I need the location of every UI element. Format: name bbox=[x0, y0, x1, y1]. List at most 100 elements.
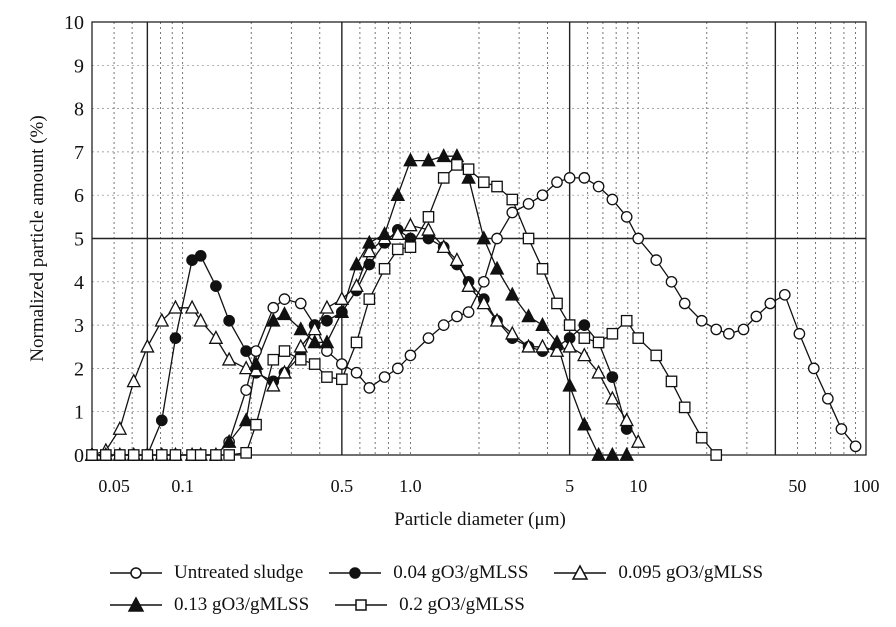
data-point-series-3 bbox=[436, 239, 451, 254]
data-point-series-4 bbox=[334, 304, 350, 318]
legend-item-0-04: 0.04 gO3/gMLSS bbox=[327, 562, 528, 584]
legend-row-1: Untreated sludge 0.04 gO3/gMLSS 0.095 gO… bbox=[108, 559, 787, 587]
open-circle-icon bbox=[110, 567, 162, 579]
data-point-series-4 bbox=[521, 308, 536, 323]
filled-circle-icon bbox=[329, 567, 382, 579]
data-point-series-4 bbox=[476, 230, 492, 245]
data-point-series-3 bbox=[208, 329, 224, 344]
y-tick-label: 8 bbox=[74, 99, 84, 121]
data-point-series-3 bbox=[421, 221, 436, 236]
data-point-series-5 bbox=[563, 319, 576, 331]
data-point-series-4 bbox=[605, 446, 620, 461]
data-point-series-5 bbox=[522, 232, 535, 245]
data-point-series-3 bbox=[476, 295, 492, 310]
y-tick-label: 1 bbox=[74, 402, 84, 424]
data-point-series-4 bbox=[562, 377, 577, 392]
data-point-series-5 bbox=[294, 353, 307, 366]
data-point-series-5 bbox=[551, 297, 563, 310]
data-point-series-5 bbox=[86, 449, 98, 461]
data-point-series-1 bbox=[437, 319, 450, 331]
chart-svg: 0 1 2 3 4 5 6 7 8 9 10 0.05 0.1 0.5 1.0 5 10 50 100 Particl… bbox=[27, 12, 880, 530]
data-point-series-2 bbox=[606, 371, 619, 383]
legend-label: 0.095 gO3/gMLSS bbox=[618, 562, 764, 583]
data-point-series-4 bbox=[293, 321, 309, 336]
data-point-series-1 bbox=[551, 176, 563, 189]
data-point-series-4 bbox=[362, 234, 377, 249]
data-point-series-4 bbox=[266, 312, 281, 327]
data-point-series-1 bbox=[592, 180, 605, 193]
data-point-series-1 bbox=[723, 327, 735, 340]
data-point-series-4 bbox=[549, 334, 565, 349]
data-point-series-3 bbox=[577, 347, 592, 362]
data-point-series-4 bbox=[489, 260, 505, 275]
data-point-series-5 bbox=[578, 332, 591, 344]
data-point-series-1 bbox=[363, 382, 376, 394]
y-tick-label: 2 bbox=[74, 358, 84, 380]
data-point-series-3 bbox=[277, 364, 292, 379]
data-point-series-4 bbox=[421, 152, 436, 167]
x-tick-label: 1.0 bbox=[399, 476, 422, 496]
legend-item-0-2: 0.2 gO3/gMLSS bbox=[333, 594, 525, 616]
data-point-series-5 bbox=[378, 262, 391, 275]
data-point-series-5 bbox=[308, 358, 321, 370]
data-point-series-5 bbox=[404, 241, 417, 254]
data-point-series-3 bbox=[154, 312, 170, 327]
data-point-series-3 bbox=[449, 252, 465, 267]
open-triangle-icon bbox=[554, 564, 607, 580]
y-tick-label: 5 bbox=[74, 229, 84, 251]
data-point-series-1 bbox=[451, 310, 463, 323]
y-tick-label: 9 bbox=[74, 55, 84, 77]
y-axis-label: Normalized particle amount (%) bbox=[27, 115, 48, 361]
data-point-series-5 bbox=[451, 159, 463, 171]
data-point-series-5 bbox=[99, 449, 112, 461]
data-point-series-5 bbox=[606, 327, 619, 340]
x-tick-label: 10 bbox=[629, 476, 647, 496]
data-point-series-5 bbox=[620, 314, 633, 327]
data-point-series-3 bbox=[549, 342, 565, 357]
data-point-series-1 bbox=[477, 275, 490, 288]
data-point-series-3 bbox=[221, 351, 237, 366]
data-point-series-5 bbox=[321, 371, 333, 383]
data-point-series-2 bbox=[223, 314, 235, 327]
data-point-series-5 bbox=[127, 449, 140, 461]
data-point-series-1 bbox=[350, 366, 363, 379]
data-point-series-3 bbox=[521, 338, 536, 353]
data-point-series-1 bbox=[620, 211, 633, 223]
data-point-series-1 bbox=[267, 301, 280, 314]
data-point-series-3 bbox=[140, 338, 155, 353]
data-point-series-1 bbox=[240, 384, 252, 396]
data-point-series-5 bbox=[113, 449, 126, 461]
data-point-series-5 bbox=[336, 373, 348, 386]
legend-label: 0.2 gO3/gMLSS bbox=[399, 594, 525, 615]
y-tick-label: 6 bbox=[74, 185, 84, 207]
data-point-series-5 bbox=[422, 210, 435, 223]
data-point-series-5 bbox=[350, 336, 363, 349]
data-point-series-1 bbox=[404, 349, 417, 362]
data-point-series-1 bbox=[294, 297, 307, 310]
data-point-series-1 bbox=[807, 362, 820, 375]
data-point-series-5 bbox=[169, 449, 182, 461]
data-point-series-2 bbox=[321, 314, 333, 327]
data-point-series-3 bbox=[126, 373, 142, 388]
data-point-series-1 bbox=[650, 254, 663, 266]
data-point-series-3 bbox=[461, 278, 476, 292]
legend-item-0-095: 0.095 gO3/gMLSS bbox=[552, 562, 763, 584]
data-point-series-5 bbox=[506, 193, 519, 206]
data-point-series-5 bbox=[437, 172, 450, 184]
data-point-series-2 bbox=[169, 332, 182, 344]
data-point-series-1 bbox=[522, 198, 535, 210]
legend-item-0-13: 0.13 gO3/gMLSS bbox=[108, 594, 309, 616]
data-point-series-3 bbox=[362, 243, 377, 258]
legend: Untreated sludge 0.04 gO3/gMLSS 0.095 gO… bbox=[0, 555, 896, 625]
legend-row-2: 0.13 gO3/gMLSS 0.2 gO3/gMLSS bbox=[108, 591, 549, 619]
y-tick-label: 7 bbox=[74, 142, 84, 164]
x-tick-label: 5 bbox=[565, 476, 574, 496]
data-point-series-4 bbox=[619, 446, 634, 461]
data-point-series-5 bbox=[477, 176, 490, 189]
data-point-series-2 bbox=[210, 280, 222, 292]
data-point-series-5 bbox=[491, 180, 503, 193]
data-point-series-1 bbox=[665, 275, 678, 288]
data-point-series-5 bbox=[194, 449, 207, 461]
data-point-series-4 bbox=[248, 355, 264, 370]
data-point-series-1 bbox=[563, 172, 576, 184]
